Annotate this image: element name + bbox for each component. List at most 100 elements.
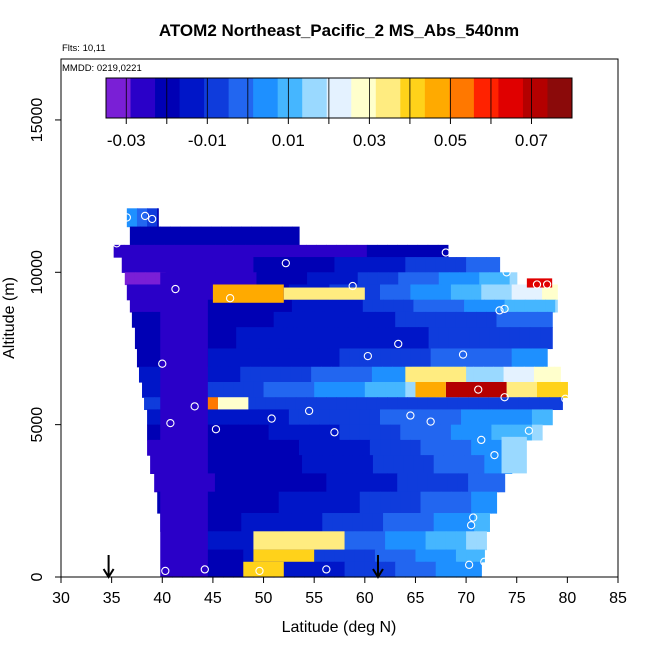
heat-cell <box>445 549 457 563</box>
heat-cell <box>261 455 273 474</box>
heat-cell <box>324 381 336 398</box>
heat-cell <box>506 311 518 328</box>
observation-point <box>122 213 131 222</box>
heat-cell <box>420 409 432 426</box>
heat-cell <box>243 311 255 328</box>
heat-cell <box>304 561 315 578</box>
heat-cell <box>228 439 239 456</box>
heat-cell <box>306 473 317 493</box>
heat-cell <box>385 531 396 551</box>
heat-cell <box>293 561 305 578</box>
colorbar-swatch <box>302 78 328 118</box>
heat-cell <box>364 381 376 398</box>
heat-cell <box>200 226 212 246</box>
observation-point <box>426 417 435 426</box>
heat-cell <box>241 513 252 532</box>
heat-cell <box>474 455 485 474</box>
heat-cell <box>518 397 530 411</box>
heat-cell <box>397 473 408 493</box>
heat-cell <box>147 424 158 441</box>
heat-cell <box>209 366 221 383</box>
heat-cell <box>539 397 550 411</box>
heat-cell <box>481 409 493 426</box>
heat-cell <box>440 439 452 456</box>
heat-cell <box>356 473 368 493</box>
heat-cell <box>369 424 381 441</box>
heat-cell <box>410 491 422 514</box>
heat-cell <box>542 409 553 426</box>
heat-cell <box>226 272 237 286</box>
heat-cell <box>250 366 262 383</box>
heat-cell <box>319 424 330 441</box>
heat-cell <box>311 366 322 383</box>
heat-cell <box>374 561 386 578</box>
heat-cell <box>514 299 526 313</box>
heat-cell <box>248 491 260 514</box>
heat-cell <box>455 311 467 328</box>
data-layer <box>113 208 568 578</box>
heat-cell <box>152 257 163 273</box>
heat-cell <box>493 366 505 383</box>
observation-point <box>477 435 486 445</box>
heat-cell <box>162 257 173 273</box>
heat-cell <box>278 491 290 514</box>
heat-cell <box>364 549 376 563</box>
x-tick-label: 80 <box>558 590 576 607</box>
heat-cell <box>356 397 368 411</box>
observation-point <box>406 411 415 420</box>
heat-cell <box>364 531 376 551</box>
heat-cell <box>251 226 263 246</box>
heat-cell <box>531 424 543 441</box>
heat-cell <box>278 409 290 426</box>
heat-feature <box>445 381 507 398</box>
heat-cell <box>364 561 376 578</box>
heat-feature <box>405 366 467 382</box>
observation-point <box>458 350 468 359</box>
x-tick-label: 85 <box>609 590 627 607</box>
heat-cell <box>184 244 196 258</box>
heat-cell <box>281 455 293 474</box>
heat-cell <box>377 272 389 286</box>
heat-cell <box>253 311 265 328</box>
heat-cell <box>228 491 239 514</box>
heat-cell <box>273 381 285 398</box>
heat-cell <box>334 311 346 328</box>
heat-cell <box>322 513 334 532</box>
x-tick-label: 60 <box>356 590 374 607</box>
heat-cell <box>374 381 386 398</box>
heat-cell <box>407 244 419 258</box>
heat-cell <box>380 439 391 456</box>
heat-cell <box>448 327 460 350</box>
heat-cell <box>293 311 305 328</box>
heat-cell <box>160 226 171 246</box>
heat-cell <box>123 244 135 258</box>
observation-point <box>304 406 314 416</box>
heat-cell <box>236 272 247 286</box>
heat-cell <box>139 299 151 313</box>
heat-cell <box>540 327 551 350</box>
heat-cell <box>450 439 462 456</box>
heat-cell <box>420 348 432 368</box>
heat-cell <box>154 473 165 493</box>
heat-cell <box>317 272 328 286</box>
heat-cell <box>298 491 310 514</box>
heat-cell <box>352 299 364 313</box>
heat-cell <box>145 327 156 350</box>
heat-cell <box>511 284 523 301</box>
heat-cell <box>393 455 404 474</box>
heat-cell <box>415 531 427 551</box>
heat-cell <box>403 455 415 474</box>
heat-cell <box>528 397 540 411</box>
heat-cell <box>380 348 391 368</box>
heat-cell <box>447 397 459 411</box>
heat-cell <box>466 549 477 563</box>
heat-cell <box>471 424 482 441</box>
heat-cell <box>326 244 338 258</box>
heat-cell <box>359 424 371 441</box>
heat-cell <box>425 549 437 563</box>
heat-cell <box>491 439 503 456</box>
heat-cell <box>241 226 252 246</box>
heat-cell <box>478 397 489 411</box>
heat-cell <box>253 381 265 398</box>
heat-cell <box>450 284 462 301</box>
